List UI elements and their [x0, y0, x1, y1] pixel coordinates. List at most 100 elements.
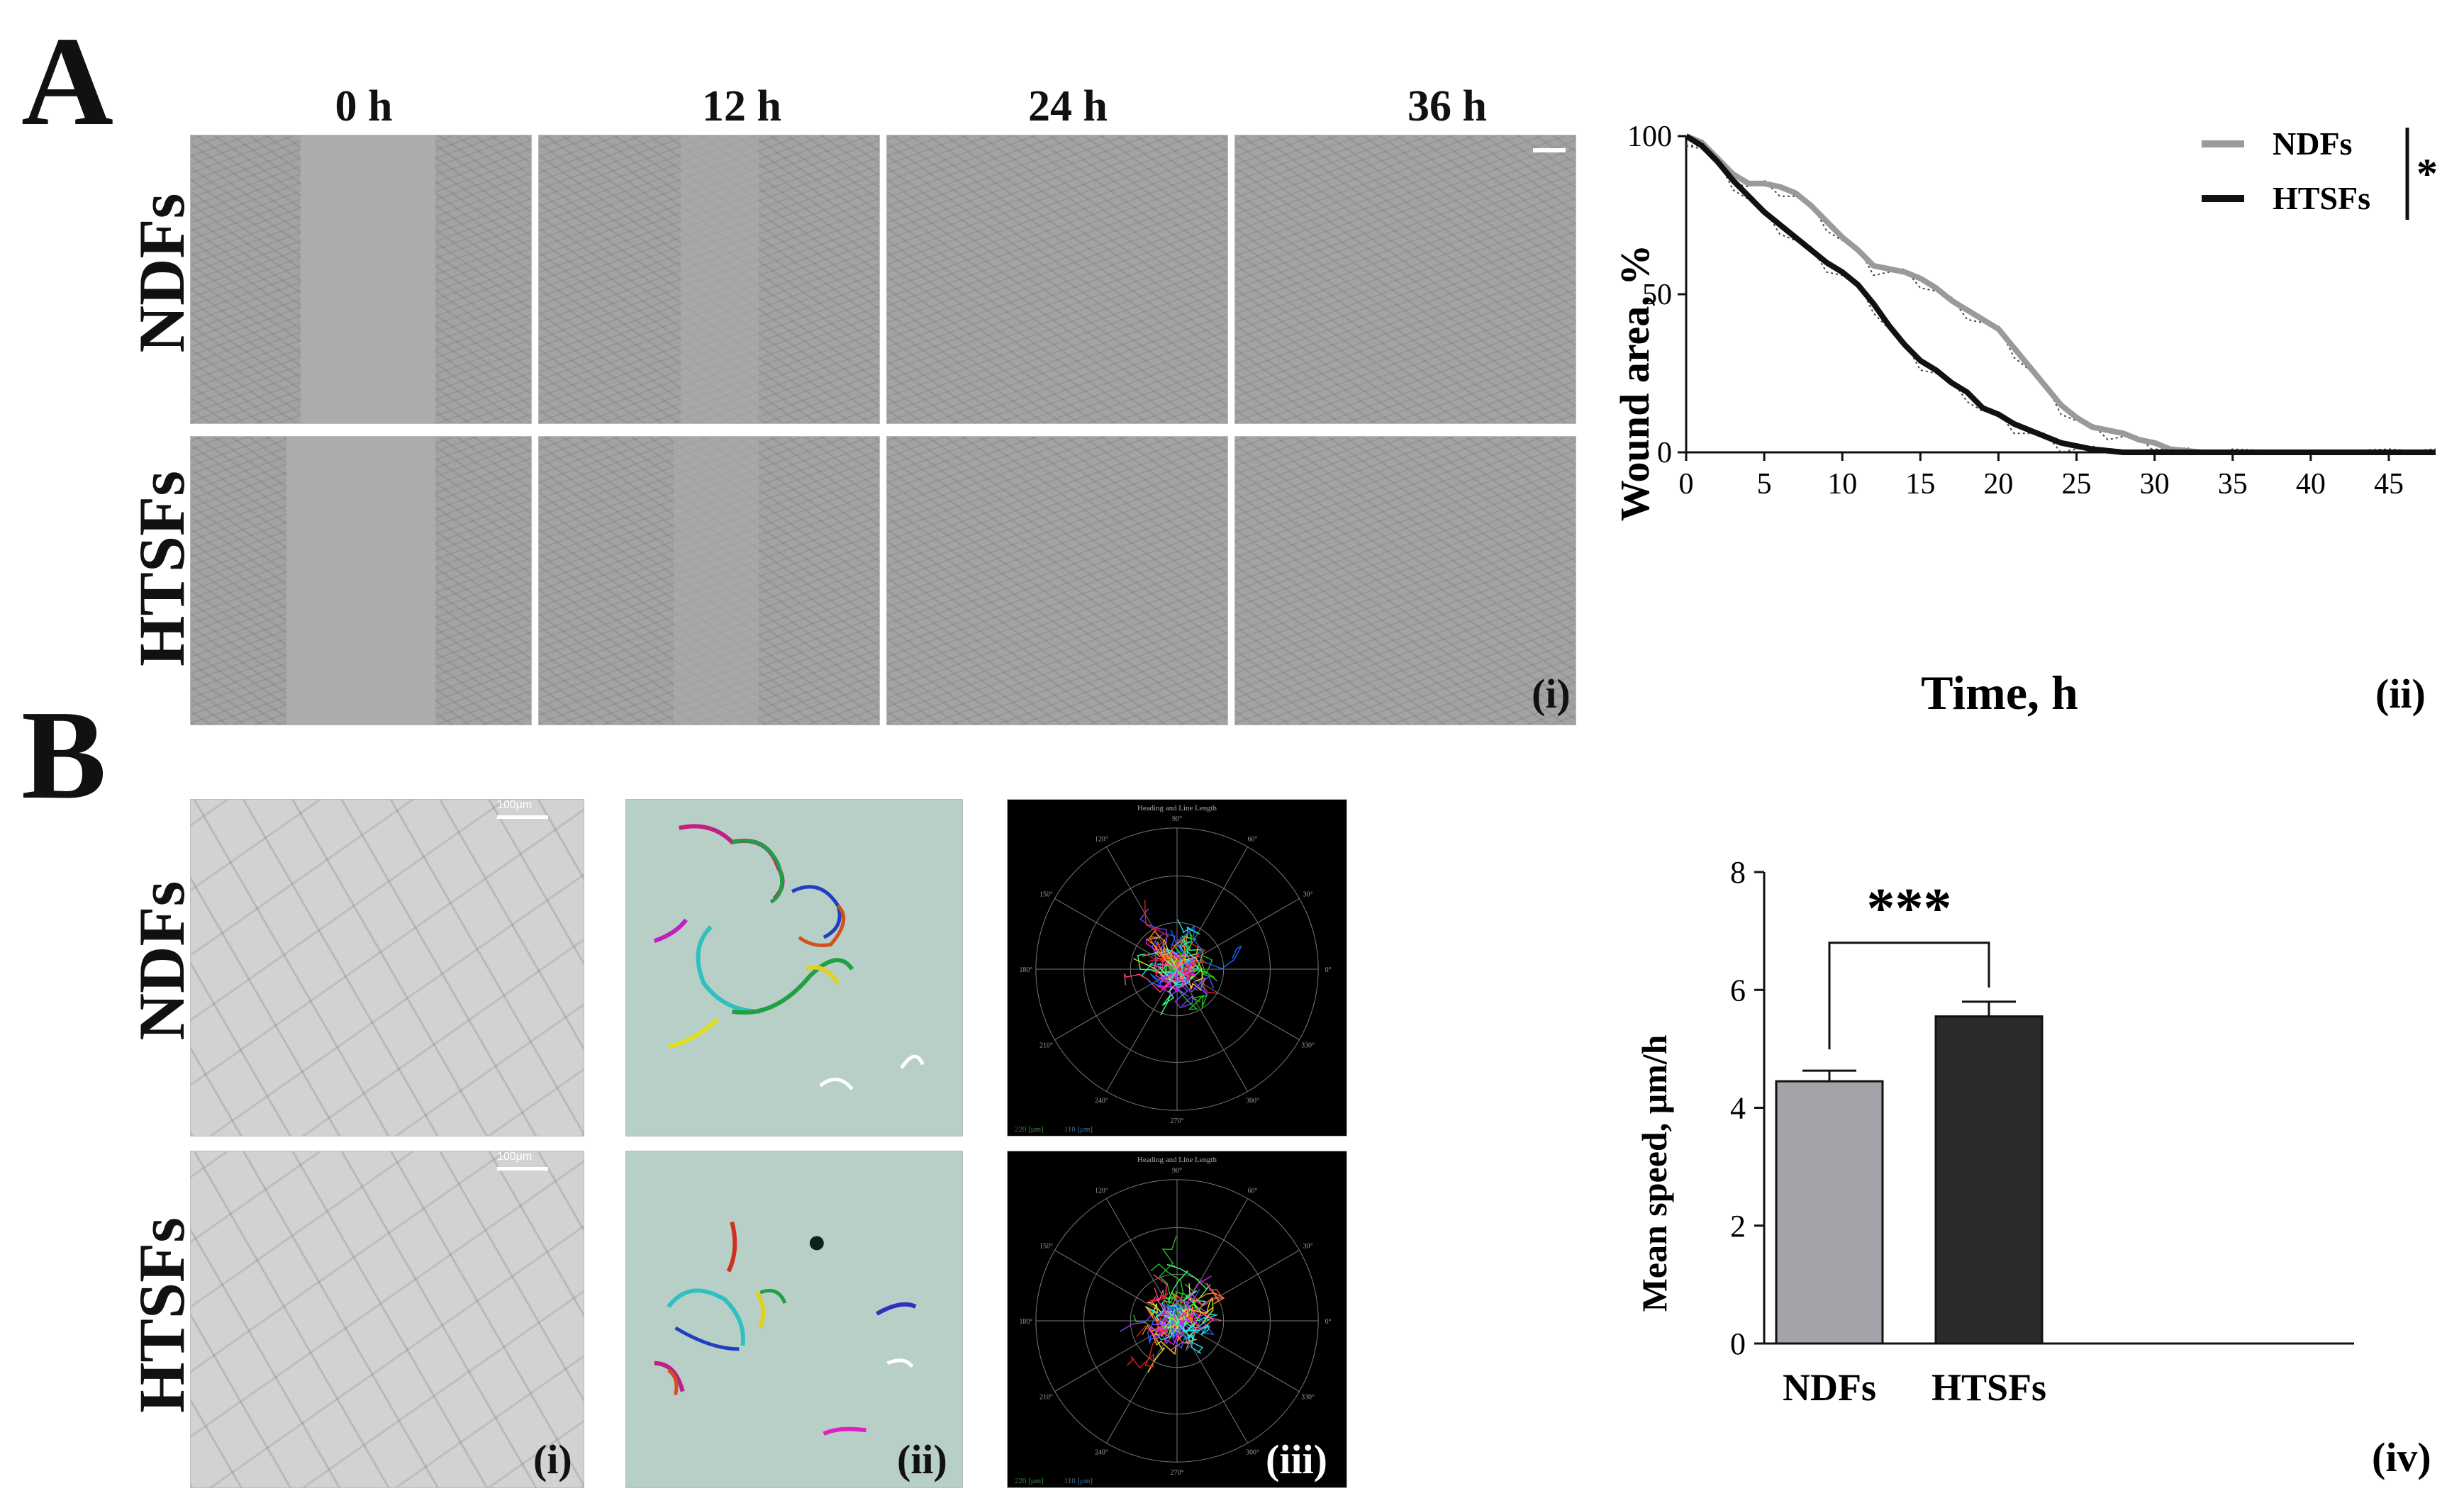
rose-track — [1149, 1287, 1178, 1322]
scale-bar — [1533, 148, 1566, 152]
rose-angle-label: 270° — [1171, 1469, 1184, 1477]
rose-angle-label: 0° — [1325, 1318, 1332, 1326]
rose-track — [1152, 1309, 1191, 1326]
rose-track — [1160, 968, 1178, 1016]
rose-footer-b-ndfs: 110 [μm] — [1064, 1125, 1093, 1134]
x-tick-label: 40 — [2296, 468, 2326, 501]
rose-track — [1164, 1293, 1179, 1322]
rose-angle-label: 120° — [1095, 1187, 1108, 1195]
time-label-12h: 12 h — [702, 82, 781, 130]
rose-track — [1145, 1301, 1178, 1322]
rose-spoke — [1105, 1320, 1178, 1443]
wound-chart-ylabel: Wound area, % — [1612, 245, 1658, 522]
wound-chart-xlabel: Time, h — [1921, 666, 2078, 720]
significance-stars: *** — [1867, 878, 1952, 940]
time-label-36h: 36 h — [1407, 82, 1487, 130]
rose-spoke — [1176, 1198, 1249, 1322]
rose-track — [1176, 1312, 1222, 1330]
rose-track — [1176, 925, 1203, 970]
rose-title-htsfs: Heading and Line Length — [1137, 1156, 1217, 1164]
rose-spoke — [1105, 1198, 1178, 1322]
rose-track — [1151, 1320, 1179, 1356]
rose-spoke — [1054, 1320, 1178, 1392]
rose-footer-a-ndfs: 220 [μm] — [1015, 1125, 1044, 1134]
rose-track — [1176, 1275, 1212, 1327]
x-tick-label: 5 — [1757, 468, 1772, 501]
rose-title-ndfs: Heading and Line Length — [1137, 804, 1217, 812]
rose-spoke — [1054, 898, 1178, 970]
x-tick-label: 30 — [2140, 468, 2170, 501]
y-tick-label: 50 — [1642, 279, 1672, 311]
x-tick-label: 20 — [1983, 468, 2013, 501]
rose-angle-label: 330° — [1301, 1394, 1315, 1402]
rose-angle-label: 300° — [1246, 1098, 1259, 1105]
speed-chart-ylabel: Mean speed, μm/h — [1634, 1034, 1674, 1312]
category-label-ndfs: NDFs — [1783, 1366, 1876, 1409]
x-tick-label: 35 — [2218, 468, 2248, 501]
rose-track — [1156, 962, 1182, 993]
micrograph-ndfs-36h — [1234, 135, 1576, 424]
rose-track — [1176, 955, 1195, 988]
rose-footer-a-htsfs: 220 [μm] — [1015, 1477, 1044, 1485]
speed-y-tick-label: 2 — [1730, 1209, 1746, 1244]
tracks-image-htsfs — [625, 1151, 963, 1488]
speed-y-tick-label: 6 — [1730, 973, 1746, 1007]
rose-angle-label: 30° — [1303, 890, 1313, 898]
category-label-htsfs: HTSFs — [1931, 1366, 2046, 1409]
rose-angle-label: 150° — [1039, 890, 1053, 898]
legend-label-htsfs: HTSFs — [2273, 180, 2370, 216]
bar-htsfs — [1934, 1015, 2044, 1345]
rose-track — [1166, 1264, 1211, 1322]
rose-angle-label: 120° — [1095, 835, 1108, 843]
x-tick-label: 10 — [1827, 468, 1857, 501]
rose-footer-b-htsfs: 110 [μm] — [1064, 1477, 1093, 1485]
scale-text-htsfs: 100μm — [497, 1151, 533, 1163]
rose-track — [1153, 1274, 1178, 1322]
speed-y-tick-label: 4 — [1730, 1091, 1746, 1126]
rose-plot-htsfs: Heading and Line Length 90° 60° 30° 0° 330° 3… — [1007, 1151, 1347, 1488]
rose-angle-label: 60° — [1248, 835, 1258, 843]
rose-track — [1170, 929, 1197, 972]
legend-significance-star: * — [2416, 150, 2438, 197]
micrograph-ndfs-0h — [190, 135, 532, 424]
speed-y-tick-label: 8 — [1730, 855, 1746, 890]
rose-angle-label: 150° — [1039, 1242, 1053, 1250]
micrograph-ndfs-24h — [886, 135, 1228, 424]
rose-track — [1155, 960, 1183, 983]
micrograph-htsfs-12h — [538, 436, 880, 725]
time-label-24h: 24 h — [1028, 82, 1108, 130]
panel-b-sub-i: (i) — [533, 1436, 572, 1482]
rose-track — [1175, 943, 1206, 970]
rose-angle-label: 270° — [1171, 1117, 1184, 1125]
legend-label-ndfs: NDFs — [2273, 125, 2352, 162]
panel-b-sub-ii: (ii) — [897, 1436, 947, 1482]
phase-image-htsfs: 100μm — [190, 1151, 584, 1488]
rose-track — [1176, 1283, 1224, 1322]
mean-speed-chart: 0 2 4 6 8 NDFs HTSFs *** Mean speed, μm/h (iv) — [1634, 855, 2431, 1480]
y-tick-label: 0 — [1657, 437, 1672, 469]
micrograph-ndfs-12h — [538, 135, 880, 424]
rose-track — [1149, 930, 1188, 970]
panel-a-letter: A — [21, 11, 113, 152]
x-tick-label: 15 — [1905, 468, 1935, 501]
x-tick-label: 25 — [2062, 468, 2092, 501]
rose-track — [1176, 945, 1243, 978]
panel-b-letter: B — [21, 684, 107, 825]
rose-track — [1175, 1320, 1203, 1353]
rose-plot-ndfs: Heading and Line Length 90° 60° 30° 0° 330° 3… — [1007, 799, 1347, 1136]
time-label-0h: 0 h — [335, 82, 393, 130]
panel-b-sub-iv: (iv) — [2372, 1434, 2431, 1480]
rose-angle-label: 240° — [1095, 1449, 1108, 1457]
panel-b-sub-iii: (iii) — [1266, 1436, 1327, 1482]
rose-track — [1176, 1290, 1225, 1322]
rose-angle-label: 210° — [1039, 1394, 1053, 1402]
x-tick-label: 0 — [1679, 468, 1694, 501]
rose-spoke — [1105, 968, 1178, 1092]
micrograph-htsfs-24h — [886, 436, 1228, 725]
rose-angle-label: 0° — [1325, 966, 1332, 974]
x-tick-label: 45 — [2374, 468, 2404, 501]
rose-angle-label: 90° — [1172, 815, 1182, 823]
rose-spoke — [1176, 1320, 1300, 1392]
rose-angle-label: 180° — [1019, 1318, 1032, 1326]
rose-track — [1169, 1308, 1181, 1336]
